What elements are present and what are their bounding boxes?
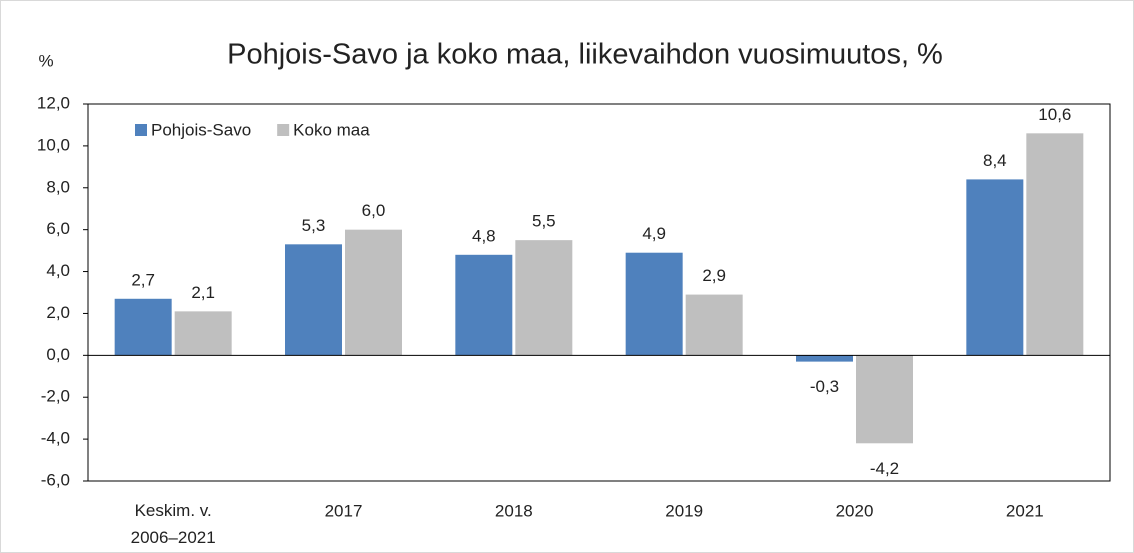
y-tick-label: 0,0 — [46, 345, 70, 364]
x-tick-label: 2020 — [836, 501, 874, 520]
bar — [114, 298, 172, 356]
bar — [515, 240, 573, 356]
data-label: 6,0 — [362, 201, 386, 220]
y-tick-label: -2,0 — [41, 387, 70, 406]
bar — [685, 294, 743, 356]
bar — [285, 244, 342, 356]
legend-swatch — [277, 124, 290, 136]
bar — [966, 179, 1024, 356]
y-tick-label: 8,0 — [46, 177, 70, 196]
data-label: -0,3 — [810, 377, 839, 396]
x-tick-label: 2021 — [1006, 501, 1044, 520]
y-tick-label: 2,0 — [46, 303, 70, 322]
x-tick-label: 2018 — [495, 501, 533, 520]
data-label: 8,4 — [983, 151, 1007, 170]
y-tick-label: 4,0 — [46, 261, 70, 280]
y-tick-label: 6,0 — [46, 219, 70, 238]
bar — [796, 355, 853, 362]
x-tick-label: Keskim. v. 2006–2021 — [131, 501, 216, 547]
data-label: 2,7 — [131, 270, 155, 289]
data-label: 5,5 — [532, 212, 556, 231]
data-label: 2,1 — [191, 283, 215, 302]
x-tick-label: 2019 — [665, 501, 703, 520]
data-label: 5,3 — [302, 216, 326, 235]
legend-label: Koko maa — [293, 120, 370, 139]
data-label: 4,8 — [472, 226, 496, 245]
legend-swatch — [135, 124, 147, 136]
bar — [1026, 133, 1084, 356]
data-label: -4,2 — [870, 459, 899, 478]
bar — [174, 311, 232, 356]
y-tick-label: -6,0 — [41, 470, 70, 489]
bar — [625, 252, 683, 356]
x-tick-label: 2017 — [325, 501, 363, 520]
bar — [345, 229, 402, 356]
data-label: 4,9 — [642, 224, 666, 243]
data-label: 10,6 — [1038, 105, 1071, 124]
y-tick-label: 12,0 — [37, 93, 70, 112]
y-tick-label: 10,0 — [37, 135, 70, 154]
bar — [455, 254, 513, 356]
y-tick-label: -4,0 — [41, 429, 70, 448]
chart-title: Pohjois-Savo ja koko maa, liikevaihdon v… — [227, 39, 943, 71]
data-label: 2,9 — [702, 266, 726, 285]
legend-label: Pohjois-Savo — [151, 120, 251, 139]
plot-area — [87, 103, 1111, 482]
bar — [856, 355, 913, 444]
y-axis-label: % — [38, 51, 53, 70]
